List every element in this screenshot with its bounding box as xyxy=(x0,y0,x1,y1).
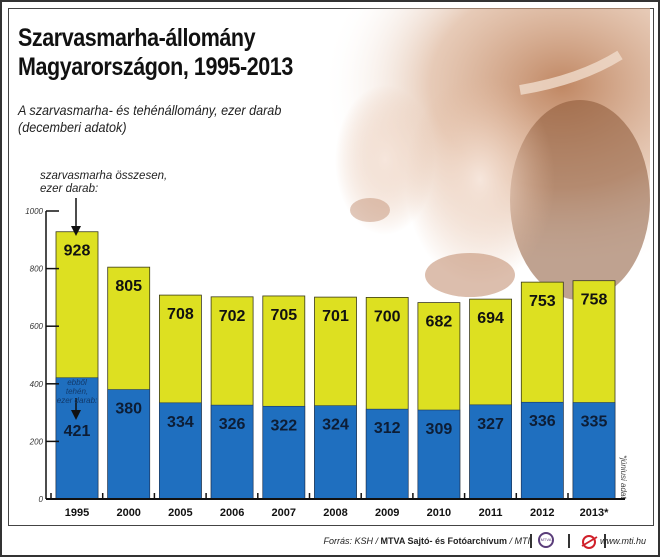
bar-cows-2008 xyxy=(314,405,357,500)
source-archive: MTVA Sajtó- és Fotóarchívum xyxy=(380,536,507,546)
x-tick-label: 2012 xyxy=(530,507,554,519)
total-annotation: szarvasmarha összesen, ezer darab: xyxy=(40,170,167,196)
footer: Forrás: KSH / MTVA Sajtó- és Fotóarchívu… xyxy=(0,530,650,552)
source-suffix: / MTI xyxy=(507,536,531,546)
title-line-2: Magyarországon, 1995-2013 xyxy=(18,53,293,81)
total-arrow-icon xyxy=(71,226,81,236)
data-label-cows: 309 xyxy=(426,421,453,438)
cows-annotation: ebből tehén, ezer darab: xyxy=(56,378,98,405)
x-tick-label: 2005 xyxy=(168,507,192,519)
total-annotation-line-2: ezer darab: xyxy=(40,183,99,195)
y-tick-label: 0 xyxy=(39,495,44,504)
data-label-cows: 327 xyxy=(477,416,504,433)
data-label-total: 708 xyxy=(167,306,194,323)
axes-group: 1995 2000 2005 2006 2007 2008 2009 2010 2011 2012… xyxy=(25,207,625,519)
data-label-total: 928 xyxy=(64,243,91,260)
data-label-total: 805 xyxy=(115,278,142,295)
title-line-1: Szarvasmarha-állomány xyxy=(18,24,256,52)
bars-group: 928 421 805 380 708 334 702 326 705 322 701 324 700 3… xyxy=(55,231,616,500)
cows-annotation-line-1: ebből tehén, xyxy=(65,378,89,396)
total-annotation-line-1: szarvasmarha összesen, xyxy=(40,170,168,182)
x-tick-label: 2007 xyxy=(272,507,296,519)
page-title: Szarvasmarha-állomány Magyarországon, 19… xyxy=(18,24,293,82)
mtva-logo-icon: MTVA xyxy=(538,532,554,548)
x-tick-label: 2013* xyxy=(580,507,609,519)
source-credit: Forrás: KSH / MTVA Sajtó- és Fotóarchívu… xyxy=(323,536,530,546)
subtitle-line-1: A szarvasmarha- és tehénállomány, ezer d… xyxy=(18,102,282,118)
x-tick-label: 2006 xyxy=(220,507,244,519)
bar-cows-2009 xyxy=(365,408,409,500)
data-label-cows: 335 xyxy=(581,414,608,431)
divider xyxy=(604,534,606,548)
divider xyxy=(530,534,532,548)
bar-cows-2011 xyxy=(469,404,512,500)
x-tick-label: 2011 xyxy=(479,507,503,519)
x-tick-label: 2008 xyxy=(323,507,347,519)
website-link[interactable]: www.mti.hu xyxy=(599,536,646,546)
cows-annotation-line-2: ezer darab: xyxy=(56,396,98,405)
data-label-total: 758 xyxy=(581,292,608,309)
data-label-total: 694 xyxy=(477,310,504,327)
data-label-total: 682 xyxy=(426,314,453,331)
data-label-cows: 326 xyxy=(219,416,246,433)
x-tick-label: 2010 xyxy=(427,507,451,519)
mti-logo-icon xyxy=(581,535,598,549)
data-label-cows: 312 xyxy=(374,420,401,437)
data-label-cows: 421 xyxy=(64,423,91,440)
data-label-cows: 336 xyxy=(529,413,556,430)
bar-cows-2000 xyxy=(107,389,150,500)
subtitle: A szarvasmarha- és tehénállomány, ezer d… xyxy=(18,102,281,136)
x-tick-label: 2000 xyxy=(116,507,140,519)
data-label-total: 702 xyxy=(219,308,246,325)
data-label-total: 700 xyxy=(374,308,401,325)
divider xyxy=(568,534,570,548)
y-tick-label: 200 xyxy=(29,437,44,446)
bar-cows-2013* xyxy=(572,402,616,500)
data-label-total: 705 xyxy=(270,307,297,324)
data-label-cows: 324 xyxy=(322,417,349,434)
y-tick-label: 800 xyxy=(30,265,44,274)
y-tick-label: 600 xyxy=(30,322,44,331)
y-tick-label: 1000 xyxy=(25,207,43,216)
bar-cows-2012 xyxy=(520,401,564,500)
x-tick-label: 1995 xyxy=(65,507,89,519)
subtitle-line-2: (decemberi adatok) xyxy=(18,119,127,135)
data-label-total: 753 xyxy=(529,293,556,310)
data-label-total: 701 xyxy=(322,308,349,325)
y-tick-label: 400 xyxy=(30,380,44,389)
data-label-cows: 322 xyxy=(270,417,297,434)
footnote: *júniusi adat xyxy=(619,455,628,499)
cows-arrow-icon xyxy=(71,410,81,420)
data-label-cows: 380 xyxy=(115,401,142,418)
source-prefix: Forrás: KSH / xyxy=(323,536,381,546)
bar-cows-1995 xyxy=(55,377,99,500)
bar-cows-2005 xyxy=(159,402,202,500)
data-label-cows: 334 xyxy=(167,414,194,431)
x-tick-label: 2009 xyxy=(375,507,399,519)
